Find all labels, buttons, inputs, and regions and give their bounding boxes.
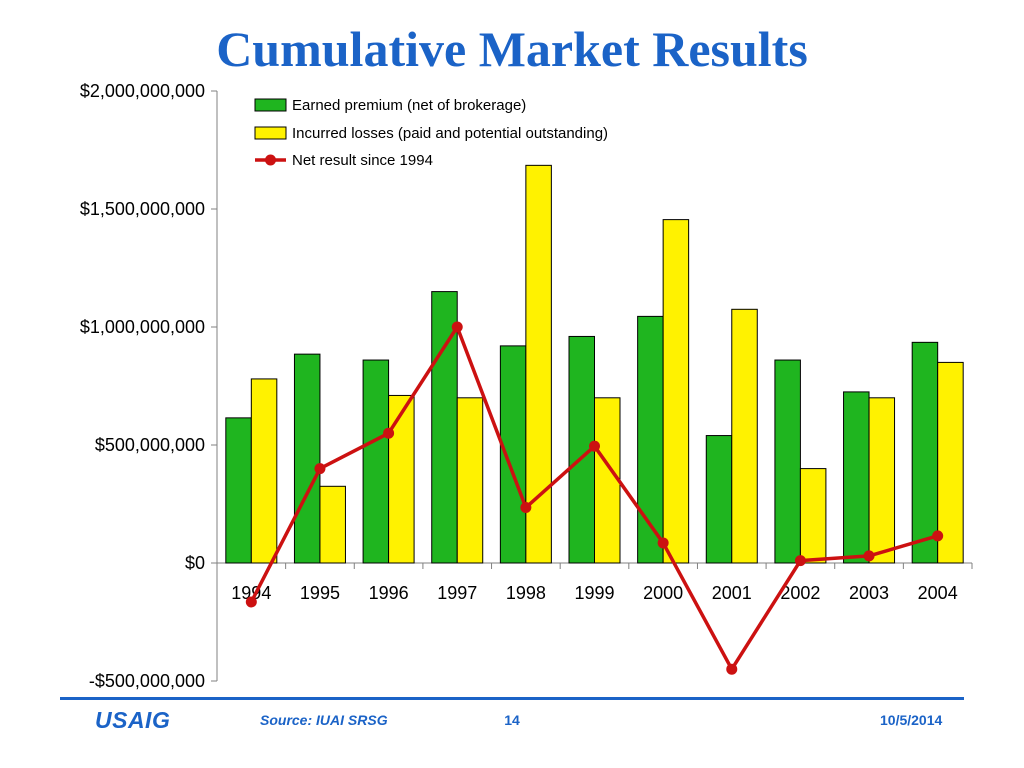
legend-label: Earned premium (net of brokerage) [292,97,526,114]
x-tick-label: 2002 [780,583,820,603]
bar-earned-premium [705,435,733,564]
y-tick-label: $500,000,000 [95,435,205,455]
bar-incurred-losses [937,361,964,564]
bar-incurred-losses [799,468,827,564]
bar-earned-premium [431,291,458,564]
net-result-point [451,321,463,333]
bar-incurred-losses [594,397,621,564]
chart-bars [225,164,964,564]
bar-incurred-losses [388,394,415,564]
x-tick-label: 1997 [437,583,477,603]
y-tick-label: $1,000,000,000 [80,317,205,337]
bar-incurred-losses [319,485,346,564]
chart: -$500,000,000 $0 $500,000,000 $1,000,000,00… [80,81,973,691]
x-tick-label: 1995 [300,583,340,603]
chart-axes: -$500,000,000 $0 $500,000,000 $1,000,000,00… [80,81,973,691]
company-logo: USAIG [95,707,171,733]
bar-earned-premium [225,417,252,564]
legend-swatch-earned [254,98,287,112]
legend-label: Incurred losses (paid and potential outs… [292,125,608,142]
net-result-point [520,502,532,514]
bar-earned-premium [293,353,321,564]
net-result-point [726,663,738,675]
bar-incurred-losses [731,308,758,564]
x-tick-label: 1994 [231,583,271,603]
footer-divider [60,697,964,700]
slide-title: Cumulative Market Results [216,21,808,77]
bar-earned-premium [637,315,664,564]
y-tick-label: -$500,000,000 [89,671,205,691]
x-tick-label: 2000 [643,583,683,603]
net-result-point [383,427,395,439]
x-tick-label: 1999 [574,583,614,603]
bar-earned-premium [774,359,801,564]
legend-swatch-losses [254,126,287,140]
net-result-point [589,440,600,452]
legend-label: Net result since 1994 [292,152,433,169]
net-result-point [245,596,257,608]
chart-net-line [245,321,944,675]
bar-incurred-losses [250,378,278,564]
bar-earned-premium [843,391,870,564]
legend-swatch-net-point [265,154,276,166]
bar-earned-premium [911,341,939,564]
net-result-point [657,537,669,549]
net-result-point [932,530,944,542]
source-note: Source: IUAI SRSG [260,712,388,728]
x-tick-label: 1996 [369,583,409,603]
x-tick-label: 1998 [506,583,546,603]
chart-legend: Earned premium (net of brokerage) Incurre… [254,97,608,169]
slide-date: 10/5/2014 [880,712,943,728]
x-tick-label: 2004 [918,583,958,603]
y-tick-label: $1,500,000,000 [80,199,205,219]
bar-incurred-losses [456,397,484,564]
page-number: 14 [504,712,520,728]
net-result-point [314,463,326,475]
net-result-point [794,555,806,567]
bar-incurred-losses [662,219,690,564]
bar-earned-premium [362,359,390,564]
net-result-point [863,550,875,562]
y-tick-label: $0 [185,553,205,573]
x-tick-label: 2003 [849,583,889,603]
bar-incurred-losses [868,397,896,564]
x-tick-label: 2001 [712,583,752,603]
y-tick-label: $2,000,000,000 [80,81,205,101]
